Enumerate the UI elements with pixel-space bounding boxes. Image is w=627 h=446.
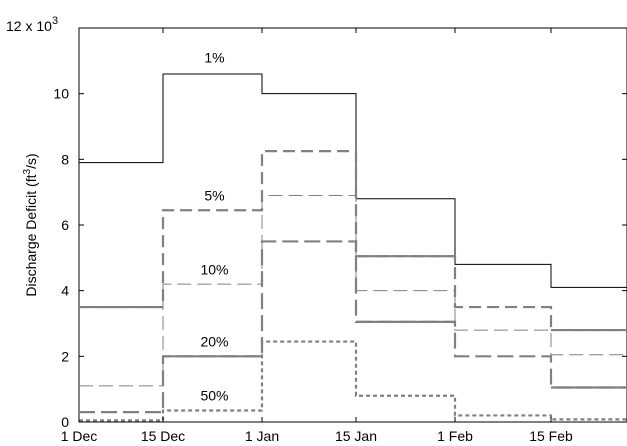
series-line-10pct: [79, 194, 627, 387]
series-layer: [79, 73, 627, 422]
annotation-50pct: 50%: [200, 388, 228, 404]
y-tick-label: 10: [53, 86, 69, 102]
annotation-20pct: 20%: [200, 334, 228, 350]
ticks-layer: 0 2 4 6 8 10 1 Dec 15 Dec 1 Jan 15 Jan 1 Feb 15 Feb: [53, 28, 627, 444]
y-axis-label-post: /s): [23, 153, 39, 169]
series-line-5pct: [79, 150, 627, 332]
y-tick-label: 6: [61, 217, 69, 233]
series-line-50pct: [79, 340, 627, 422]
y-multiplier-label: 12 x 103: [6, 15, 58, 34]
y-tick-label: 2: [61, 348, 69, 364]
series-line-20pct: [79, 240, 627, 414]
y-axis-label-sup: 3: [22, 168, 33, 174]
annotation-layer: 1% 5% 10% 20% 50%: [200, 50, 228, 404]
annotation-10pct: 10%: [200, 261, 228, 277]
x-tick-label: 1 Jan: [245, 428, 279, 444]
y-tick-label: 0: [61, 414, 69, 430]
x-tick-label: 1 Feb: [437, 428, 473, 444]
y-axis-label-pre: Discharge Deficit (ft: [23, 174, 39, 296]
series-line-1pct: [79, 73, 627, 288]
annotation-1pct: 1%: [204, 50, 224, 66]
x-tick-label: 15 Feb: [529, 428, 573, 444]
x-tick-label: 15 Dec: [141, 428, 185, 444]
y-multiplier-base: 12 x 10: [6, 18, 52, 34]
x-tick-label: 15 Jan: [335, 428, 377, 444]
y-axis-label: Discharge Deficit (ft3/s): [22, 153, 39, 296]
y-multiplier-exponent: 3: [52, 15, 58, 27]
plot-frame: [78, 27, 627, 423]
y-tick-label: 4: [61, 283, 69, 299]
x-tick-label: 1 Dec: [61, 428, 98, 444]
y-tick-label: 8: [61, 151, 69, 167]
annotation-5pct: 5%: [204, 187, 224, 203]
